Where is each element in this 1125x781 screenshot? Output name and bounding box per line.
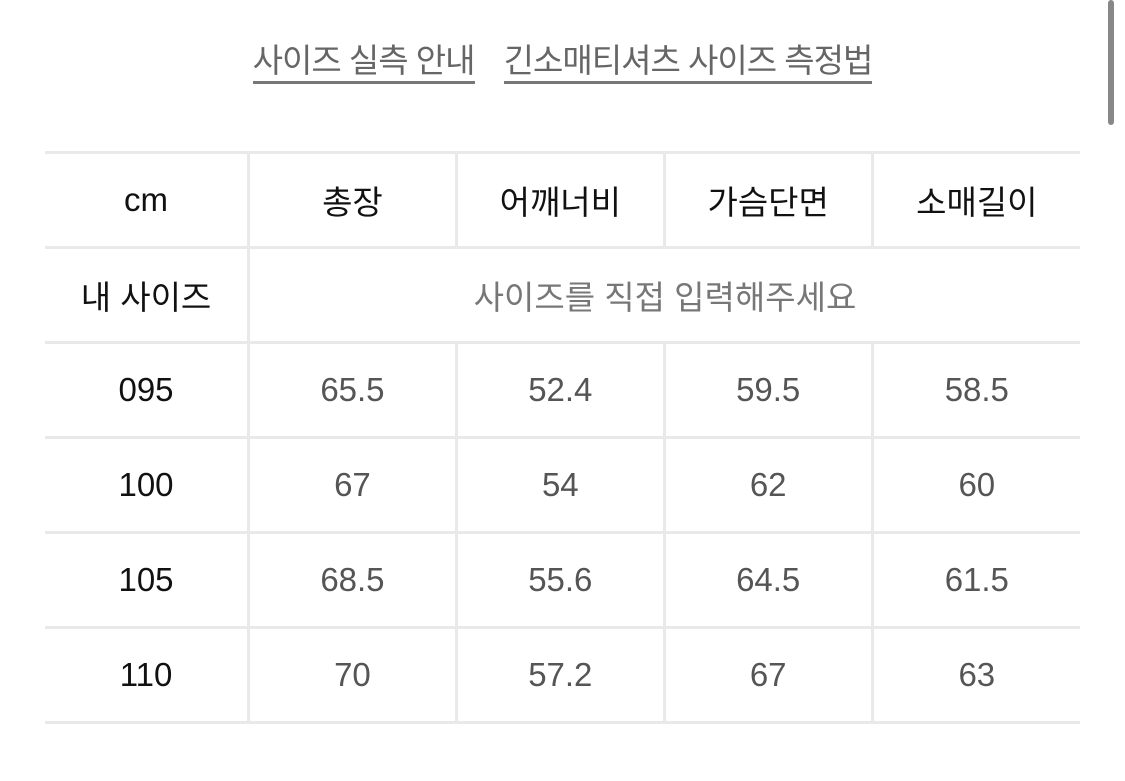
header-shoulder: 어깨너비 [454,151,665,249]
header-unit: cm [45,151,249,249]
header-sleeve: 소매길이 [870,151,1080,249]
cell: 67 [247,436,457,534]
table-row: 105 68.5 55.6 64.5 61.5 [45,531,1080,629]
measurement-method-link[interactable]: 긴소매티셔츠 사이즈 측정법 [503,42,873,84]
guide-links: 사이즈 실측 안내 긴소매티셔츠 사이즈 측정법 [0,34,1125,84]
cell: 65.5 [247,341,457,439]
table-row: 100 67 54 62 60 [45,436,1080,534]
cell: 55.6 [454,531,665,629]
size-label: 110 [45,626,249,724]
cell: 58.5 [870,341,1080,439]
header-chest: 가슴단면 [662,151,873,249]
cell: 63 [870,626,1080,724]
size-table: cm 총장 어깨너비 가슴단면 소매길이 내 사이즈 사이즈를 직접 입력해주세… [45,151,1080,724]
cell: 67 [662,626,873,724]
cell: 52.4 [454,341,665,439]
size-label: 100 [45,436,249,534]
scrollbar[interactable] [1108,0,1114,125]
size-label: 095 [45,341,249,439]
cell: 59.5 [662,341,873,439]
cell: 64.5 [662,531,873,629]
size-guide-link[interactable]: 사이즈 실측 안내 [252,42,475,84]
table-row: 110 70 57.2 67 63 [45,626,1080,724]
my-size-row: 내 사이즈 사이즈를 직접 입력해주세요 [45,246,1080,344]
my-size-input[interactable]: 사이즈를 직접 입력해주세요 [247,246,1080,344]
cell: 61.5 [870,531,1080,629]
header-row: cm 총장 어깨너비 가슴단면 소매길이 [45,151,1080,249]
cell: 70 [247,626,457,724]
header-length: 총장 [247,151,457,249]
cell: 68.5 [247,531,457,629]
cell: 54 [454,436,665,534]
cell: 57.2 [454,626,665,724]
my-size-label: 내 사이즈 [45,246,249,344]
cell: 60 [870,436,1080,534]
table-row: 095 65.5 52.4 59.5 58.5 [45,341,1080,439]
size-label: 105 [45,531,249,629]
cell: 62 [662,436,873,534]
